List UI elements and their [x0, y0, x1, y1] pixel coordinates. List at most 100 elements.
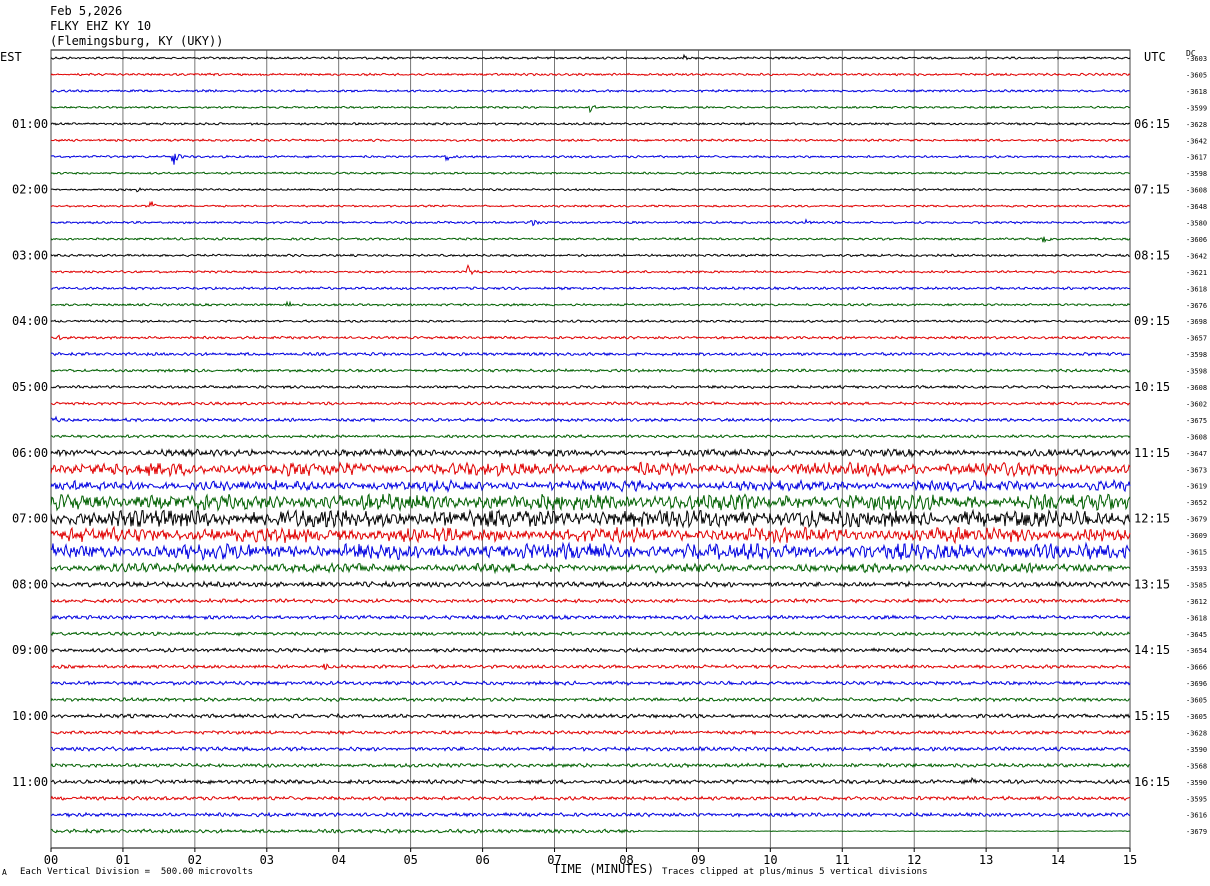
record-date: Feb 5,2026 — [50, 4, 123, 18]
trace-row-18 — [50, 351, 1131, 357]
trace-row-2 — [50, 88, 1131, 93]
dc-offset-row-31: -3593 — [1186, 565, 1207, 573]
station-location: (Flemingsburg, KY (UKY)) — [50, 34, 224, 48]
trace-row-22 — [50, 415, 1131, 423]
x-tick-label-15: 15 — [1123, 853, 1137, 867]
x-tick-label-00: 00 — [44, 853, 58, 867]
trace-row-19 — [50, 368, 1131, 374]
right-time-label-12:15: 12:15 — [1134, 512, 1170, 526]
dc-offset-row-29: -3609 — [1186, 532, 1207, 540]
trace-row-16 — [50, 319, 1131, 324]
x-tick-label-05: 05 — [403, 853, 417, 867]
trace-row-8 — [50, 187, 1131, 193]
dc-offset-row-27: -3652 — [1186, 499, 1207, 507]
trace-row-14 — [50, 286, 1131, 291]
x-tick-label-09: 09 — [691, 853, 705, 867]
trace-row-38 — [50, 679, 1131, 687]
plot-frame — [50, 49, 1131, 849]
right-time-label-08:15: 08:15 — [1134, 248, 1170, 262]
dc-offset-row-6: -3617 — [1186, 154, 1207, 162]
dc-offset-row-47: -3679 — [1186, 828, 1207, 836]
right-time-label-13:15: 13:15 — [1134, 577, 1170, 591]
trace-row-10 — [50, 218, 1131, 227]
dc-offset-row-34: -3618 — [1186, 614, 1207, 622]
right-time-label-14:15: 14:15 — [1134, 643, 1170, 657]
trace-row-32 — [50, 580, 1131, 589]
x-tick-label-08: 08 — [619, 853, 633, 867]
x-tick-label-07: 07 — [547, 853, 561, 867]
trace-row-11 — [50, 236, 1131, 243]
right-timezone-label: UTC — [1144, 50, 1166, 64]
trace-row-3 — [50, 104, 1131, 114]
trace-row-4 — [50, 121, 1131, 126]
trace-row-15 — [50, 300, 1131, 307]
dc-offset-row-37: -3666 — [1186, 664, 1207, 672]
dc-offset-row-1: -3605 — [1186, 71, 1207, 79]
trace-row-7 — [50, 171, 1131, 176]
trace-row-45 — [50, 795, 1131, 802]
dc-offset-row-32: -3585 — [1186, 581, 1207, 589]
dc-offset-row-26: -3619 — [1186, 483, 1207, 491]
dc-offset-row-5: -3642 — [1186, 137, 1207, 145]
trace-row-5 — [50, 138, 1131, 143]
dc-offset-row-42: -3590 — [1186, 746, 1207, 754]
x-tick-label-12: 12 — [907, 853, 921, 867]
dc-offset-row-25: -3673 — [1186, 466, 1207, 474]
x-tick-label-06: 06 — [475, 853, 489, 867]
left-time-label-09:00: 09:00 — [12, 643, 48, 657]
x-tick-label-13: 13 — [979, 853, 993, 867]
station-name: FLKY EHZ KY 10 — [50, 19, 152, 33]
left-time-label-02:00: 02:00 — [12, 183, 48, 197]
trace-row-29 — [50, 525, 1131, 545]
dc-offset-row-30: -3615 — [1186, 549, 1207, 557]
dc-offset-row-7: -3598 — [1186, 170, 1207, 178]
dc-offset-row-36: -3654 — [1186, 647, 1207, 655]
x-tick-label-01: 01 — [116, 853, 130, 867]
dc-offset-row-11: -3606 — [1186, 236, 1207, 244]
dc-offset-row-8: -3608 — [1186, 187, 1207, 195]
dc-offset-row-10: -3580 — [1186, 220, 1207, 228]
trace-row-36 — [50, 647, 1131, 654]
trace-row-20 — [50, 384, 1131, 390]
dc-offset-row-14: -3618 — [1186, 285, 1207, 293]
trace-row-12 — [50, 253, 1131, 258]
scale-note: Each Vertical Division = 500.00 microvol… — [20, 867, 253, 877]
right-time-label-09:15: 09:15 — [1134, 314, 1170, 328]
x-tick-label-02: 02 — [188, 853, 202, 867]
dc-offset-row-13: -3621 — [1186, 269, 1207, 277]
dc-offset-row-39: -3605 — [1186, 697, 1207, 705]
dc-offset-row-45: -3595 — [1186, 795, 1207, 803]
left-time-label-06:00: 06:00 — [12, 446, 48, 460]
trace-row-23 — [50, 433, 1131, 439]
x-tick-label-03: 03 — [260, 853, 274, 867]
dc-offset-row-24: -3647 — [1186, 450, 1207, 458]
trace-row-43 — [50, 762, 1131, 769]
trace-row-34 — [50, 614, 1131, 621]
trace-row-24 — [50, 447, 1131, 459]
right-time-label-10:15: 10:15 — [1134, 380, 1170, 394]
left-time-label-07:00: 07:00 — [12, 512, 48, 526]
x-tick-label-11: 11 — [835, 853, 849, 867]
dc-offset-row-41: -3628 — [1186, 729, 1207, 737]
dc-offset-row-4: -3628 — [1186, 121, 1207, 129]
trace-row-40 — [50, 712, 1131, 720]
trace-row-6 — [50, 153, 1131, 165]
dc-offset-row-43: -3568 — [1186, 762, 1207, 770]
dc-header: DC — [1186, 49, 1196, 58]
trace-row-41 — [50, 729, 1131, 736]
trace-row-25 — [50, 461, 1131, 478]
trace-row-9 — [50, 200, 1131, 208]
dc-offset-row-19: -3598 — [1186, 368, 1207, 376]
trace-row-44 — [50, 776, 1131, 786]
left-time-label-05:00: 05:00 — [12, 380, 48, 394]
dc-offset-row-17: -3657 — [1186, 335, 1207, 343]
trace-row-28 — [50, 508, 1131, 529]
trace-row-31 — [50, 561, 1131, 575]
dc-offset-row-40: -3605 — [1186, 713, 1207, 721]
trace-row-1 — [50, 72, 1131, 77]
trace-row-17 — [50, 334, 1131, 341]
x-axis-label: TIME (MINUTES) — [553, 862, 655, 876]
dc-offset-row-35: -3645 — [1186, 631, 1207, 639]
trace-row-21 — [50, 401, 1131, 406]
